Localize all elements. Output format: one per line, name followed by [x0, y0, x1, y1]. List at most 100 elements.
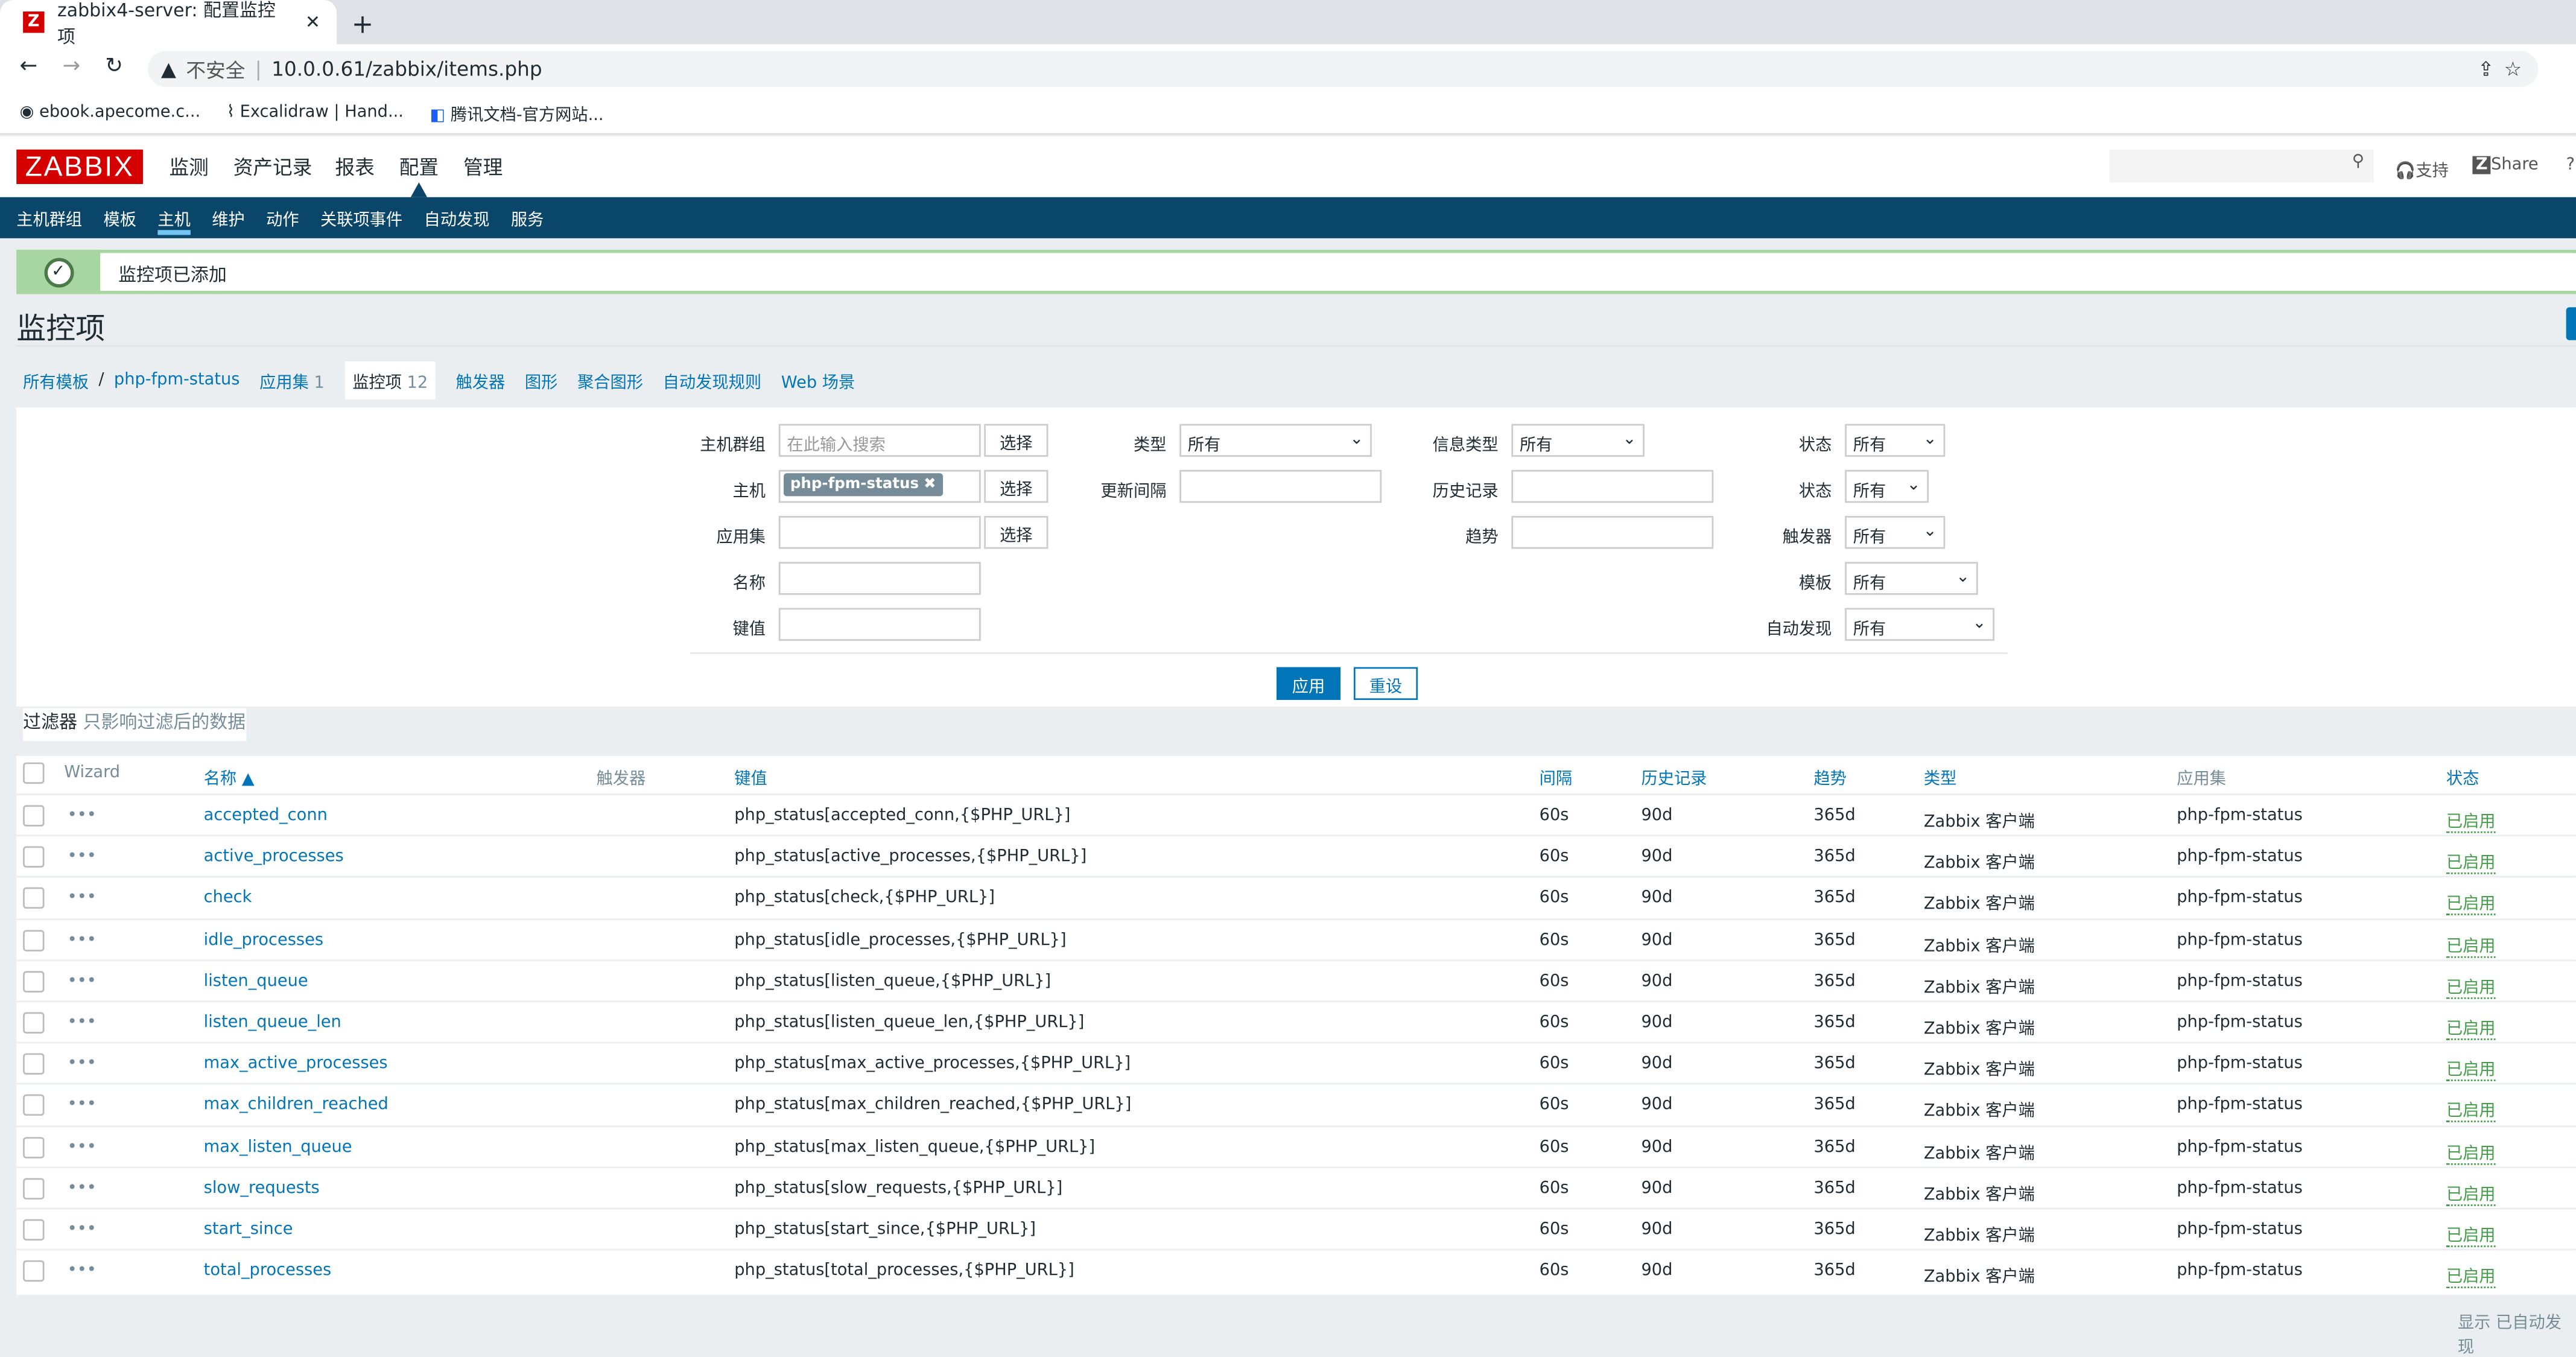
subnav-services[interactable]: 服务 — [510, 212, 544, 230]
tab-applications[interactable]: 应用集 1 — [259, 374, 325, 393]
discovered-select[interactable]: 所有 ⌄ — [1845, 608, 1994, 641]
reload-icon[interactable]: ↻ — [105, 54, 123, 79]
item-status-toggle[interactable]: 已启用 — [2446, 1138, 2496, 1165]
item-name-link[interactable]: idle_processes — [203, 930, 324, 949]
select-all-checkbox[interactable] — [23, 762, 45, 784]
search-icon[interactable]: ⚲ — [2352, 153, 2364, 171]
item-status-toggle[interactable]: 已启用 — [2446, 931, 2496, 958]
item-name-link[interactable]: listen_queue_len — [203, 1014, 341, 1032]
state-select[interactable]: 所有 ⌄ — [1845, 424, 1946, 457]
item-status-toggle[interactable]: 已启用 — [2446, 848, 2496, 875]
bookmark[interactable]: ◉ ebook.apecome.c... — [19, 103, 201, 122]
back-icon[interactable]: ← — [19, 54, 38, 79]
row-checkbox[interactable] — [23, 1219, 45, 1241]
wizard-menu-icon[interactable]: ••• — [67, 1055, 97, 1073]
item-name-link[interactable]: listen_queue — [203, 972, 308, 991]
wizard-menu-icon[interactable]: ••• — [67, 1179, 97, 1198]
header-name[interactable]: 名称 ▲ — [203, 771, 255, 789]
support-link[interactable]: 🎧支持 — [2395, 162, 2449, 181]
create-item-button[interactable] — [2566, 307, 2576, 340]
new-tab-icon[interactable]: + — [351, 8, 374, 40]
item-status-toggle[interactable]: 已启用 — [2446, 1014, 2496, 1040]
close-tab-icon[interactable]: ✕ — [305, 11, 321, 33]
wizard-menu-icon[interactable]: ••• — [67, 1138, 97, 1157]
tab-graphs[interactable]: 图形 — [524, 374, 558, 393]
menu-reports[interactable]: 报表 — [335, 156, 375, 179]
row-checkbox[interactable] — [23, 805, 45, 827]
row-checkbox[interactable] — [23, 1260, 45, 1282]
row-checkbox[interactable] — [23, 846, 45, 868]
wizard-menu-icon[interactable]: ••• — [67, 1221, 97, 1239]
row-checkbox[interactable] — [23, 970, 45, 993]
row-checkbox[interactable] — [23, 1177, 45, 1200]
bookmark[interactable]: ◧ 腾讯文档-官方网站... — [430, 107, 604, 125]
tab-triggers[interactable]: 触发器 — [455, 374, 506, 393]
bookmark-star-icon[interactable]: ☆ — [2504, 57, 2522, 81]
item-name-link[interactable]: accepted_conn — [203, 807, 328, 825]
menu-administration[interactable]: 管理 — [463, 156, 503, 179]
item-status-toggle[interactable]: 已启用 — [2446, 1221, 2496, 1247]
item-status-toggle[interactable]: 已启用 — [2446, 1180, 2496, 1206]
row-checkbox[interactable] — [23, 1136, 45, 1158]
subnav-event-correlation[interactable]: 关联项事件 — [320, 212, 403, 230]
application-select-button[interactable]: 选择 — [984, 516, 1048, 549]
subnav-host-groups[interactable]: 主机群组 — [16, 212, 83, 230]
item-status-toggle[interactable]: 已启用 — [2446, 807, 2496, 833]
wizard-menu-icon[interactable]: ••• — [67, 1262, 97, 1280]
row-checkbox[interactable] — [23, 1012, 45, 1034]
item-name-link[interactable]: total_processes — [203, 1262, 332, 1280]
key-input[interactable] — [778, 608, 981, 641]
tab-screens[interactable]: 聚合图形 — [577, 374, 644, 393]
share-link[interactable]: Z Share — [2472, 156, 2539, 174]
status-select[interactable]: 所有 ⌄ — [1845, 469, 1929, 503]
breadcrumb-host[interactable]: php-fpm-status — [113, 371, 240, 390]
browser-tab[interactable]: Z zabbix4-server: 配置监控项 ✕ — [0, 0, 337, 47]
tab-web-scenarios[interactable]: Web 场景 — [781, 374, 855, 393]
apply-button[interactable]: 应用 — [1276, 667, 1341, 701]
help-link[interactable]: ? — [2566, 156, 2575, 174]
row-checkbox[interactable] — [23, 929, 45, 951]
row-checkbox[interactable] — [23, 888, 45, 909]
menu-configuration[interactable]: 配置 — [399, 156, 439, 179]
host-select-button[interactable]: 选择 — [984, 469, 1048, 503]
name-input[interactable] — [778, 562, 981, 595]
menu-monitoring[interactable]: 监测 — [169, 156, 209, 179]
header-history[interactable]: 历史记录 — [1641, 771, 1707, 789]
application-input[interactable] — [778, 516, 981, 549]
zabbix-logo[interactable]: ZABBIX — [16, 149, 143, 184]
url-bar[interactable]: ▲ 不安全 | 10.0.0.61/zabbix/items.php ⇪ ☆ — [148, 51, 2539, 87]
header-key[interactable]: 键值 — [734, 771, 767, 789]
menu-inventory[interactable]: 资产记录 — [233, 156, 312, 179]
item-status-toggle[interactable]: 已启用 — [2446, 1096, 2496, 1123]
share-icon[interactable]: ⇪ — [2478, 57, 2495, 81]
item-status-toggle[interactable]: 已启用 — [2446, 1055, 2496, 1082]
wizard-menu-icon[interactable]: ••• — [67, 848, 97, 866]
bookmark[interactable]: ⌇ Excalidraw | Hand... — [226, 103, 404, 122]
subnav-hosts[interactable]: 主机 — [157, 200, 191, 235]
item-name-link[interactable]: max_listen_queue — [203, 1138, 352, 1157]
template-select[interactable]: 所有 ⌄ — [1845, 562, 1978, 595]
host-group-select-button[interactable]: 选择 — [984, 424, 1048, 457]
subnav-maintenance[interactable]: 维护 — [212, 212, 245, 230]
host-input[interactable]: php-fpm-status ✖ — [778, 469, 981, 503]
header-trends[interactable]: 趋势 — [1813, 771, 1847, 789]
item-name-link[interactable]: max_children_reached — [203, 1096, 389, 1115]
row-checkbox[interactable] — [23, 1095, 45, 1117]
wizard-menu-icon[interactable]: ••• — [67, 1014, 97, 1032]
global-search-input[interactable]: ⚲ — [2109, 149, 2375, 183]
item-status-toggle[interactable]: 已启用 — [2446, 1262, 2496, 1289]
type-select[interactable]: 所有 ⌄ — [1179, 424, 1372, 457]
item-status-toggle[interactable]: 已启用 — [2446, 973, 2496, 999]
item-status-toggle[interactable]: 已启用 — [2446, 889, 2496, 916]
trends-input[interactable] — [1511, 516, 1714, 549]
item-name-link[interactable]: max_active_processes — [203, 1055, 388, 1073]
tab-discovery-rules[interactable]: 自动发现规则 — [662, 374, 762, 393]
item-name-link[interactable]: start_since — [203, 1221, 293, 1239]
triggers-select[interactable]: 所有 ⌄ — [1845, 516, 1946, 549]
history-input[interactable] — [1511, 469, 1714, 503]
info-type-select[interactable]: 所有 ⌄ — [1511, 424, 1645, 457]
forward-icon[interactable]: → — [62, 54, 81, 79]
header-status[interactable]: 状态 — [2446, 771, 2479, 789]
subnav-actions[interactable]: 动作 — [266, 212, 299, 230]
filter-tab[interactable]: 过滤器 只影响过滤后的数据 — [23, 708, 246, 742]
